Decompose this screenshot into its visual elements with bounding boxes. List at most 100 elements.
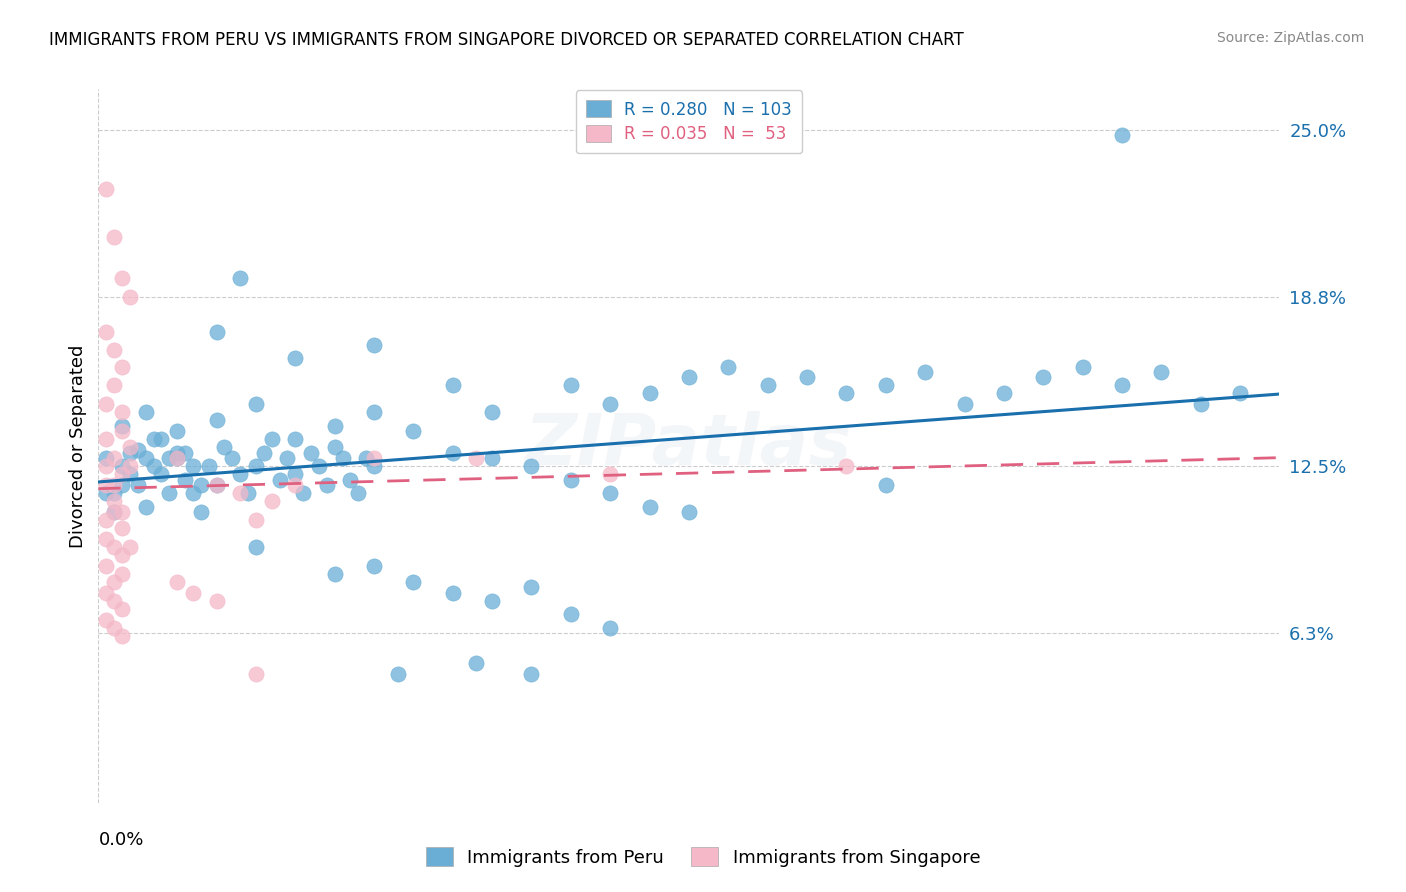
Point bbox=[245, 513, 267, 527]
Point bbox=[402, 424, 425, 438]
Y-axis label: Divorced or Separated: Divorced or Separated bbox=[69, 344, 87, 548]
Point bbox=[157, 486, 180, 500]
Point bbox=[111, 418, 134, 433]
Point bbox=[560, 378, 582, 392]
Legend: R = 0.280   N = 103, R = 0.035   N =  53: R = 0.280 N = 103, R = 0.035 N = 53 bbox=[576, 90, 801, 153]
Text: Source: ZipAtlas.com: Source: ZipAtlas.com bbox=[1216, 31, 1364, 45]
Point bbox=[157, 451, 180, 466]
Point bbox=[166, 424, 188, 438]
Point bbox=[96, 459, 118, 474]
Point bbox=[111, 505, 134, 519]
Point bbox=[638, 386, 661, 401]
Point bbox=[1111, 378, 1133, 392]
Point bbox=[214, 441, 236, 455]
Text: 0.0%: 0.0% bbox=[98, 831, 143, 849]
Point bbox=[135, 405, 157, 419]
Point bbox=[269, 473, 291, 487]
Point bbox=[111, 566, 134, 581]
Point bbox=[103, 378, 125, 392]
Point bbox=[111, 478, 134, 492]
Point bbox=[1189, 397, 1212, 411]
Point bbox=[599, 467, 621, 482]
Point bbox=[354, 451, 377, 466]
Point bbox=[118, 441, 141, 455]
Point bbox=[96, 513, 118, 527]
Point bbox=[560, 607, 582, 622]
Point bbox=[118, 446, 141, 460]
Point bbox=[315, 478, 337, 492]
Point bbox=[835, 386, 858, 401]
Point bbox=[190, 478, 212, 492]
Point bbox=[276, 451, 298, 466]
Point bbox=[111, 270, 134, 285]
Point bbox=[796, 370, 818, 384]
Point bbox=[96, 432, 118, 446]
Point bbox=[245, 397, 267, 411]
Point bbox=[96, 451, 118, 466]
Point bbox=[103, 505, 125, 519]
Point bbox=[323, 566, 346, 581]
Point bbox=[363, 338, 385, 352]
Point bbox=[190, 505, 212, 519]
Legend: Immigrants from Peru, Immigrants from Singapore: Immigrants from Peru, Immigrants from Si… bbox=[419, 840, 987, 874]
Point bbox=[229, 467, 252, 482]
Point bbox=[181, 486, 204, 500]
Point bbox=[441, 586, 464, 600]
Point bbox=[363, 459, 385, 474]
Point bbox=[166, 574, 188, 589]
Point bbox=[993, 386, 1015, 401]
Point bbox=[245, 666, 267, 681]
Point bbox=[205, 594, 228, 608]
Point bbox=[150, 432, 173, 446]
Point bbox=[245, 459, 267, 474]
Point bbox=[96, 613, 118, 627]
Point bbox=[96, 532, 118, 546]
Point bbox=[103, 594, 125, 608]
Point bbox=[284, 478, 307, 492]
Point bbox=[205, 478, 228, 492]
Point bbox=[111, 405, 134, 419]
Point bbox=[1111, 128, 1133, 142]
Point bbox=[481, 405, 503, 419]
Point bbox=[323, 441, 346, 455]
Point bbox=[142, 459, 165, 474]
Point bbox=[323, 418, 346, 433]
Point bbox=[174, 446, 197, 460]
Text: IMMIGRANTS FROM PERU VS IMMIGRANTS FROM SINGAPORE DIVORCED OR SEPARATED CORRELAT: IMMIGRANTS FROM PERU VS IMMIGRANTS FROM … bbox=[49, 31, 965, 49]
Point bbox=[103, 451, 125, 466]
Point bbox=[103, 505, 125, 519]
Point bbox=[111, 359, 134, 374]
Point bbox=[111, 467, 134, 482]
Point bbox=[142, 432, 165, 446]
Point bbox=[96, 558, 118, 573]
Point bbox=[520, 666, 543, 681]
Point bbox=[599, 621, 621, 635]
Point bbox=[197, 459, 219, 474]
Point bbox=[292, 486, 315, 500]
Point bbox=[118, 289, 141, 303]
Point bbox=[339, 473, 361, 487]
Point bbox=[103, 478, 125, 492]
Point bbox=[229, 486, 252, 500]
Point bbox=[118, 459, 141, 474]
Text: ZIPatlas: ZIPatlas bbox=[526, 411, 852, 481]
Point bbox=[402, 574, 425, 589]
Point bbox=[96, 325, 118, 339]
Point bbox=[96, 486, 118, 500]
Point bbox=[118, 467, 141, 482]
Point bbox=[103, 494, 125, 508]
Point bbox=[599, 397, 621, 411]
Point bbox=[221, 451, 243, 466]
Point bbox=[875, 478, 897, 492]
Point bbox=[284, 432, 307, 446]
Point bbox=[835, 459, 858, 474]
Point bbox=[560, 473, 582, 487]
Point bbox=[229, 270, 252, 285]
Point bbox=[166, 451, 188, 466]
Point bbox=[205, 413, 228, 427]
Point bbox=[599, 486, 621, 500]
Point bbox=[363, 558, 385, 573]
Point bbox=[678, 505, 700, 519]
Point bbox=[260, 494, 283, 508]
Point bbox=[481, 594, 503, 608]
